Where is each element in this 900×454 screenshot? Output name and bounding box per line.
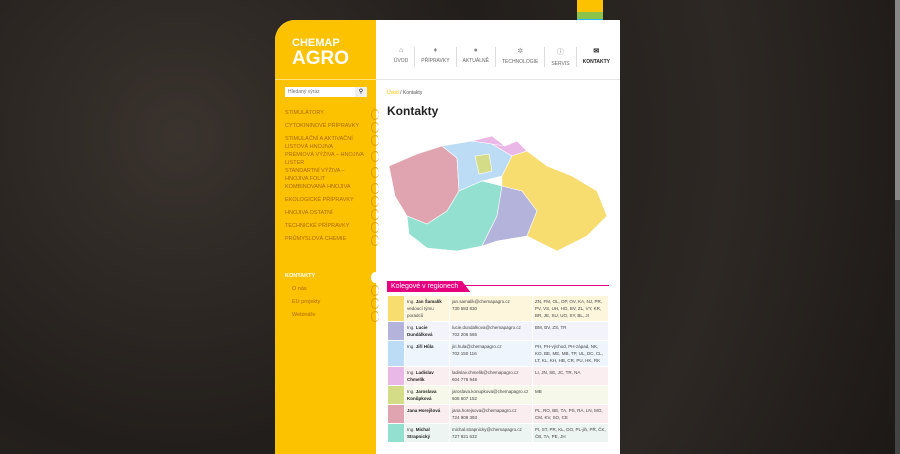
email-link[interactable]: michal.strapnicky@chemapagro.cz — [452, 427, 522, 432]
table-row: Ing. Jaroslava Konůpková jaroslava.konup… — [388, 386, 608, 404]
sidebar-item[interactable]: CYTOKININOVÉ PŘÍPRAVKY — [275, 122, 379, 135]
sidebar-item[interactable]: KOMBINOVANÁ HNOJIVA — [275, 183, 379, 196]
region-color-swatch — [388, 367, 404, 385]
sidebar-item[interactable]: TECHNICKÉ PŘÍPRAVKY — [275, 222, 379, 235]
email-link[interactable]: jana.horejsova@chemapagro.cz — [452, 408, 517, 413]
sidebar-item[interactable]: HNOJIVA OSTATNÍ — [275, 209, 379, 222]
breadcrumb: Úvod / Kontakty — [387, 90, 423, 96]
search-box: ⚲ — [285, 87, 368, 97]
contact-name: Jana Horejšová — [405, 405, 449, 423]
sidebar-item[interactable]: STIMULAČNÍ A AKTIVAČNÍ LISTOVÁ HNOJIVA — [275, 135, 379, 151]
search-icon[interactable]: ⚲ — [355, 87, 367, 97]
region-color-swatch — [388, 322, 404, 340]
contact-regions: ZN, FM, OL, OP, OV, KA, NJ, PR, PV, VS, … — [533, 296, 608, 321]
nav-item[interactable]: ⓘ SERVIS — [544, 47, 575, 67]
table-row: Ing. Jiří Hůla jiri.hula@chemapagro.cz 70… — [388, 341, 608, 366]
contact-name: Ing. Jaroslava Konůpková — [405, 386, 449, 404]
sidebar-subitem[interactable]: O nás — [275, 285, 379, 298]
main-nav: ⌂ ÚVOD ♦ PŘÍPRAVKY ● AKTUÁLNĚ ✲ TECHNOLOGIE ⓘ SER… — [376, 20, 620, 80]
nav-item[interactable]: ● AKTUÁLNĚ — [455, 47, 495, 67]
email-link[interactable]: ladislav.chmelik@chemapagro.cz — [452, 370, 519, 375]
region-color-swatch — [388, 424, 404, 442]
scrollbar[interactable] — [895, 0, 900, 454]
contact-info: ladislav.chmelik@chemapagro.cz 604 776 94… — [450, 367, 532, 385]
contact-regions: LI, JN, SE, JC, TR, NA — [533, 367, 608, 385]
contact-regions: MB — [533, 386, 608, 404]
table-row: Ing. Ladislav Chmelík ladislav.chmelik@c… — [388, 367, 608, 385]
search-input[interactable] — [285, 87, 355, 97]
nav-item[interactable]: ⌂ ÚVOD — [393, 47, 409, 64]
table-row: Jana Horejšová jana.horejsova@chemapagro… — [388, 405, 608, 423]
sidebar-item[interactable]: PRÉMIOVÁ VÝŽIVA – HNOJIVA LISTER — [275, 151, 379, 167]
contact-regions: PH, PH-východ, PH-západ, NK, KO, BE, ME,… — [533, 341, 608, 366]
contact-info: jan.samalik@chemapagro.cz 730 583 830 — [450, 296, 532, 321]
nav-item[interactable]: ♦ PŘÍPRAVKY — [414, 47, 455, 67]
contact-info: lucie.dundalkova@chemapagro.cz 702 206 56… — [450, 322, 532, 340]
contact-name: Ing. Lucie Dundálková — [405, 322, 449, 340]
email-link[interactable]: jan.samalik@chemapagro.cz — [452, 299, 510, 304]
table-row: Ing. Michal Strapnický michal.strapnicky… — [388, 424, 608, 442]
home-icon: ⌂ — [398, 47, 404, 54]
table-row: Ing. Jan Šamalík vedoucí týmu poradců jan… — [388, 296, 608, 321]
region-color-swatch — [388, 405, 404, 423]
email-link[interactable]: lucie.dundalkova@chemapagro.cz — [452, 325, 521, 330]
map-region-yellow — [501, 150, 608, 252]
contact-info: jaroslava.konupkova@chemapagro.cz 606 607… — [450, 386, 532, 404]
region-color-swatch — [388, 386, 404, 404]
sidebar-subitem[interactable]: Webináře — [275, 311, 379, 324]
envelope-icon: ✉ — [593, 48, 600, 55]
region-color-swatch — [388, 296, 404, 321]
map-region-violet — [471, 135, 528, 157]
info-icon: ⓘ — [556, 49, 564, 56]
contact-info: jiri.hula@chemapagro.cz 702 150 116 — [450, 341, 532, 366]
region-color-swatch — [388, 341, 404, 366]
comment-icon: ● — [473, 47, 478, 54]
contact-regions: PL, RO, BE, TA, PS, RA, LN, MO, CM, KV, … — [533, 405, 608, 423]
chemap-agro-logo[interactable]: CHEMAP AGRO — [275, 20, 376, 80]
main-content: Úvod / Kontakty Kontakty Kolegové v regi… — [387, 90, 609, 443]
contact-name: Ing. Ladislav Chmelík — [405, 367, 449, 385]
gear-icon: ✲ — [517, 48, 524, 55]
sidebar-menu: STIMULÁTORY CYTOKININOVÉ PŘÍPRAVKY STIMULA… — [275, 109, 379, 324]
sidebar-item[interactable]: STANDARTNÍ VÝŽIVA – HNOJIVA FOLIT — [275, 167, 379, 183]
nav-item[interactable]: ✲ TECHNOLOGIE — [494, 47, 544, 67]
table-row: Ing. Lucie Dundálková lucie.dundalkova@c… — [388, 322, 608, 340]
contact-regions: BM, BV, ZS, TR — [533, 322, 608, 340]
sidebar-subitem[interactable]: EU projekty — [275, 298, 379, 311]
breadcrumb-current: Kontakty — [402, 90, 423, 96]
page-title: Kontakty — [387, 104, 439, 118]
sidebar-item[interactable]: PRŮMYSLOVÁ CHEMIE — [275, 235, 379, 248]
contact-info: michal.strapnicky@chemapagro.cz 727 921 6… — [450, 424, 532, 442]
contacts-table: Ing. Jan Šamalík vedoucí týmu poradců jan… — [387, 295, 609, 443]
map-region-olive — [474, 153, 493, 175]
sidebar-item[interactable]: EKOLOGICKÉ PŘÍPRAVKY — [275, 196, 379, 209]
email-link[interactable]: jaroslava.konupkova@chemapagro.cz — [452, 389, 529, 394]
section-heading: Kolegové v regionech — [387, 275, 609, 292]
contact-name: Ing. Michal Strapnický — [405, 424, 449, 442]
contact-name: Ing. Jiří Hůla — [405, 341, 449, 366]
breadcrumb-home[interactable]: Úvod — [387, 90, 399, 96]
email-link[interactable]: jiri.hula@chemapagro.cz — [452, 344, 502, 349]
sidebar-item[interactable]: STIMULÁTORY — [275, 109, 379, 122]
contact-info: jana.horejsova@chemapagro.cz 724 909 393 — [450, 405, 532, 423]
contact-name: Ing. Jan Šamalík vedoucí týmu poradců — [405, 296, 449, 321]
czech-regions-map[interactable] — [387, 135, 609, 256]
drop-icon: ♦ — [433, 47, 438, 54]
sidebar-item-kontakty[interactable]: KONTAKTY — [275, 272, 379, 285]
contact-regions: PI, ST, PR, KL, DO, PL-jih, PŘ, ČK, ČB, … — [533, 424, 608, 442]
nav-item[interactable]: ✉ KONTAKTY — [575, 47, 616, 67]
